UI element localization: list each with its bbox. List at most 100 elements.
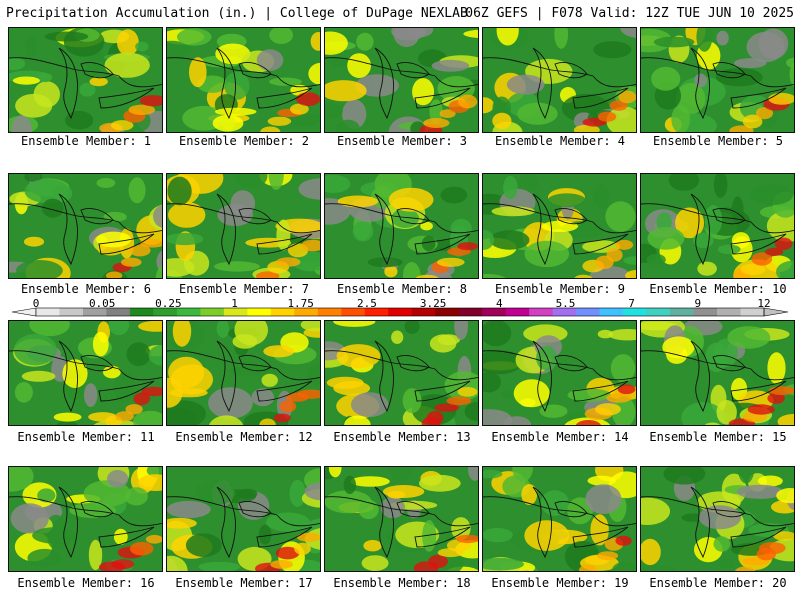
colorbar-swatch [247, 308, 272, 316]
precip-field [167, 321, 320, 425]
colorbar-swatch [646, 308, 671, 316]
ensemble-member-map [482, 27, 637, 133]
precip-field [9, 28, 162, 132]
colorbar-swatch [59, 308, 84, 316]
colorbar-swatch [740, 308, 765, 316]
ensemble-member-map [166, 173, 321, 279]
ensemble-member-map [324, 320, 479, 426]
precip-field [167, 174, 320, 278]
ensemble-member-label: Ensemble Member: 6 [20, 282, 152, 296]
colorbar-swatch [482, 308, 507, 316]
colorbar-swatch [364, 308, 389, 316]
colorbar-tick-label: 2.5 [356, 297, 377, 310]
ensemble-member-map [482, 320, 637, 426]
ensemble-member-map [482, 466, 637, 572]
precip-field [325, 174, 478, 278]
precip-field [483, 321, 636, 425]
ensemble-member-map [482, 173, 637, 279]
colorbar-swatch [670, 308, 695, 316]
model-run-info: 06Z GEFS | F078 Valid: 12Z TUE JUN 10 20… [465, 6, 794, 21]
ensemble-member-map [8, 27, 163, 133]
precip-field [167, 467, 320, 571]
precip-field [9, 321, 162, 425]
colorbar-tick-label: 12 [757, 297, 771, 310]
ensemble-member-label: Ensemble Member: 18 [333, 576, 471, 590]
colorbar-tick-label: 4 [495, 297, 503, 310]
colorbar-swatch [270, 308, 295, 316]
colorbar-tick-label: 3.25 [419, 297, 447, 310]
ensemble-member-label: Ensemble Member: 2 [178, 134, 310, 148]
precip-field [483, 28, 636, 132]
precip-field [641, 321, 794, 425]
ensemble-member-map [324, 466, 479, 572]
ensemble-member-label: Ensemble Member: 9 [494, 282, 626, 296]
colorbar-swatch [693, 308, 718, 316]
colorbar-swatch [294, 308, 319, 316]
ensemble-member-map [640, 27, 795, 133]
colorbar-swatch [623, 308, 648, 316]
colorbar-tick-label: 1 [231, 297, 238, 310]
ensemble-member-map [166, 27, 321, 133]
precip-field [641, 28, 794, 132]
colorbar-swatch [576, 308, 601, 316]
colorbar-tick-label: 0.05 [88, 297, 116, 310]
ensemble-member-map [324, 27, 479, 133]
ensemble-member-map [324, 173, 479, 279]
map-title: Precipitation Accumulation (in.) | Colle… [6, 6, 468, 21]
ensemble-member-map [640, 320, 795, 426]
colorbar-swatch [505, 308, 530, 316]
ensemble-member-map [166, 466, 321, 572]
precip-field [483, 174, 636, 278]
colorbar-swatch [411, 308, 436, 316]
ensemble-member-label: Ensemble Member: 1 [20, 134, 152, 148]
colorbar-tick-label: 5.5 [555, 297, 576, 310]
ensemble-member-label: Ensemble Member: 5 [652, 134, 784, 148]
colorbar-swatch [317, 308, 342, 316]
precip-field [167, 28, 320, 132]
ensemble-member-map [166, 320, 321, 426]
ensemble-member-label: Ensemble Member: 20 [649, 576, 787, 590]
precip-field [9, 467, 162, 571]
ensemble-member-label: Ensemble Member: 11 [17, 430, 155, 444]
colorbar-swatch [82, 308, 107, 316]
ensemble-member-map [8, 173, 163, 279]
colorbar-swatch [176, 308, 201, 316]
colorbar-swatch [529, 308, 554, 316]
ensemble-member-map [8, 466, 163, 572]
precip-field [641, 174, 794, 278]
colorbar-tick-label: 1.75 [287, 297, 314, 310]
ensemble-member-map [8, 320, 163, 426]
colorbar-tick-label: 7 [628, 297, 635, 310]
ensemble-member-label: Ensemble Member: 12 [175, 430, 313, 444]
colorbar-swatch [223, 308, 248, 316]
ensemble-member-label: Ensemble Member: 17 [175, 576, 313, 590]
precip-field [9, 174, 162, 278]
colorbar-swatch [599, 308, 624, 316]
ensemble-member-map [640, 173, 795, 279]
colorbar-swatch [717, 308, 742, 316]
precip-field [325, 28, 478, 132]
colorbar-swatch [552, 308, 577, 316]
colorbar-swatch [106, 308, 131, 316]
precip-field [325, 467, 478, 571]
ensemble-member-label: Ensemble Member: 10 [649, 282, 787, 296]
colorbar-swatch [458, 308, 483, 316]
ensemble-member-label: Ensemble Member: 7 [178, 282, 310, 296]
colorbar-swatch [388, 308, 413, 316]
colorbar-tick-label: 0 [32, 297, 40, 310]
colorbar-swatch [153, 308, 178, 316]
ensemble-member-label: Ensemble Member: 4 [494, 134, 626, 148]
colorbar-swatch [36, 308, 60, 316]
ensemble-member-map [640, 466, 795, 572]
colorbar-swatch [341, 308, 366, 316]
colorbar-tick-label: 0.25 [155, 297, 182, 310]
ensemble-member-label: Ensemble Member: 15 [649, 430, 787, 444]
ensemble-member-label: Ensemble Member: 3 [336, 134, 468, 148]
ensemble-member-label: Ensemble Member: 13 [333, 430, 471, 444]
ensemble-member-label: Ensemble Member: 8 [336, 282, 468, 296]
ensemble-member-label: Ensemble Member: 14 [491, 430, 629, 444]
colorbar-swatch [129, 308, 154, 316]
colorbar-swatch [435, 308, 460, 316]
precipitation-colorbar [11, 307, 789, 317]
